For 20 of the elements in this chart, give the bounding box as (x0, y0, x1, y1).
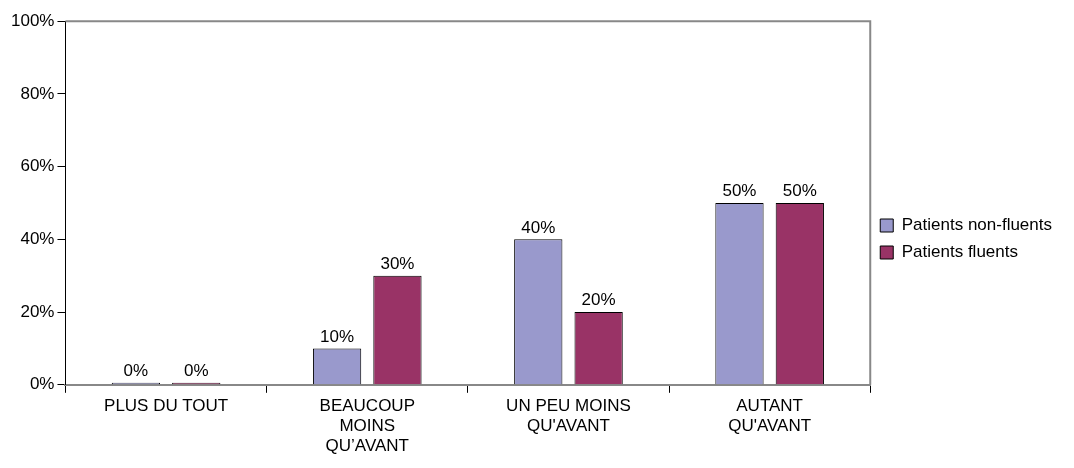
data-label: 30% (380, 253, 415, 273)
data-label: 20% (581, 290, 616, 310)
data-label: 40% (521, 217, 556, 237)
x-tick-label: BEAUCOUP MOINS QU’AVANT (319, 395, 415, 456)
legend-label: Patients fluents (901, 242, 1018, 262)
data-label: 0% (123, 360, 149, 380)
x-tick-label: UN PEU MOINS QU'AVANT (506, 395, 631, 436)
x-tick-label: PLUS DU TOUT (104, 395, 229, 415)
y-tick-label: 100% (11, 10, 55, 30)
data-label: 50% (782, 181, 817, 201)
x-tick-label: AUTANT QU'AVANT (728, 395, 812, 436)
y-tick-label: 20% (20, 301, 55, 321)
y-tick-label: 80% (20, 83, 55, 103)
y-tick-label: 40% (20, 229, 55, 249)
data-label: 10% (320, 326, 355, 346)
y-tick-label: 60% (20, 156, 55, 176)
legend-label: Patients non-fluents (901, 215, 1052, 235)
data-label: 0% (183, 360, 209, 380)
data-label: 50% (722, 181, 757, 201)
y-tick-label: 0% (29, 374, 55, 394)
